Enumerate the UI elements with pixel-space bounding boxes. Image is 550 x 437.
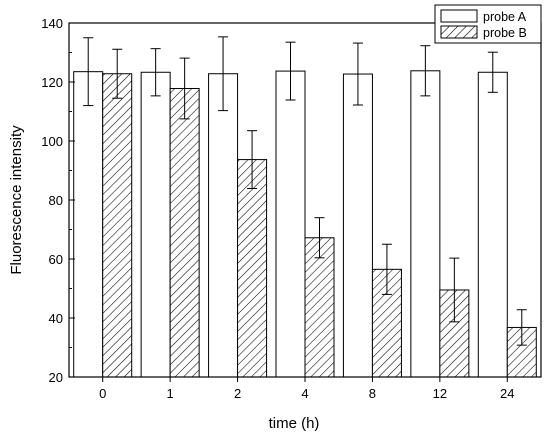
bars-layer [73,70,537,378]
bar-probe-b-4 [304,237,335,378]
error-bar-probe-a-1 [150,48,161,97]
y-tick-label-60: 60 [49,252,63,267]
error-bar-probe-b-8 [381,243,392,295]
y-tick-label-40: 40 [49,311,63,326]
error-bar-probe-a-8 [352,42,363,106]
error-bar-probe-a-4 [285,41,296,101]
bar-probe-a-1 [140,71,171,378]
x-tick-label-12: 12 [433,386,447,401]
error-bar-probe-b-24 [516,309,527,346]
error-bar-probe-a-0 [83,37,94,107]
bar-probe-a-4 [275,70,306,378]
error-bar-probe-b-12 [449,257,460,323]
x-tick-label-0: 0 [99,386,106,401]
legend-swatch-probe-a [440,9,478,23]
y-tick-label-120: 120 [41,75,63,90]
bar-probe-b-1 [169,87,200,378]
legend-label-probe-b: probe B [483,26,527,40]
y-tick-label-20: 20 [49,370,63,385]
error-bars-layer [83,36,527,346]
y-tick-label-100: 100 [41,134,63,149]
x-tick-label-8: 8 [369,386,376,401]
bar-probe-a-8 [342,73,373,378]
bar-probe-b-2 [237,159,268,378]
bar-probe-b-0 [102,73,133,378]
bar-probe-a-12 [410,70,441,378]
error-bar-probe-b-1 [179,57,190,120]
y-axis-title: Fluorescence intensity [8,125,25,275]
x-tick-label-24: 24 [500,386,514,401]
legend-label-probe-a: probe A [483,10,527,24]
y-tick-label-140: 140 [41,16,63,31]
error-bar-probe-a-12 [420,45,431,97]
bar-probe-a-2 [208,73,239,378]
x-tick-label-4: 4 [301,386,308,401]
error-bar-probe-a-24 [487,51,498,93]
bar-probe-a-0 [73,71,104,378]
x-tick-label-2: 2 [234,386,241,401]
error-bar-probe-b-4 [314,217,325,259]
legend-swatch-probe-b [440,25,478,39]
error-bar-probe-b-2 [247,130,258,189]
y-tick-label-80: 80 [49,193,63,208]
bar-probe-a-24 [477,71,508,378]
x-axis-title: time (h) [269,415,320,432]
x-tick-label-1: 1 [167,386,174,401]
error-bar-probe-b-0 [112,48,123,99]
error-bar-probe-a-2 [218,36,229,112]
legend: probe A probe B [434,4,542,44]
